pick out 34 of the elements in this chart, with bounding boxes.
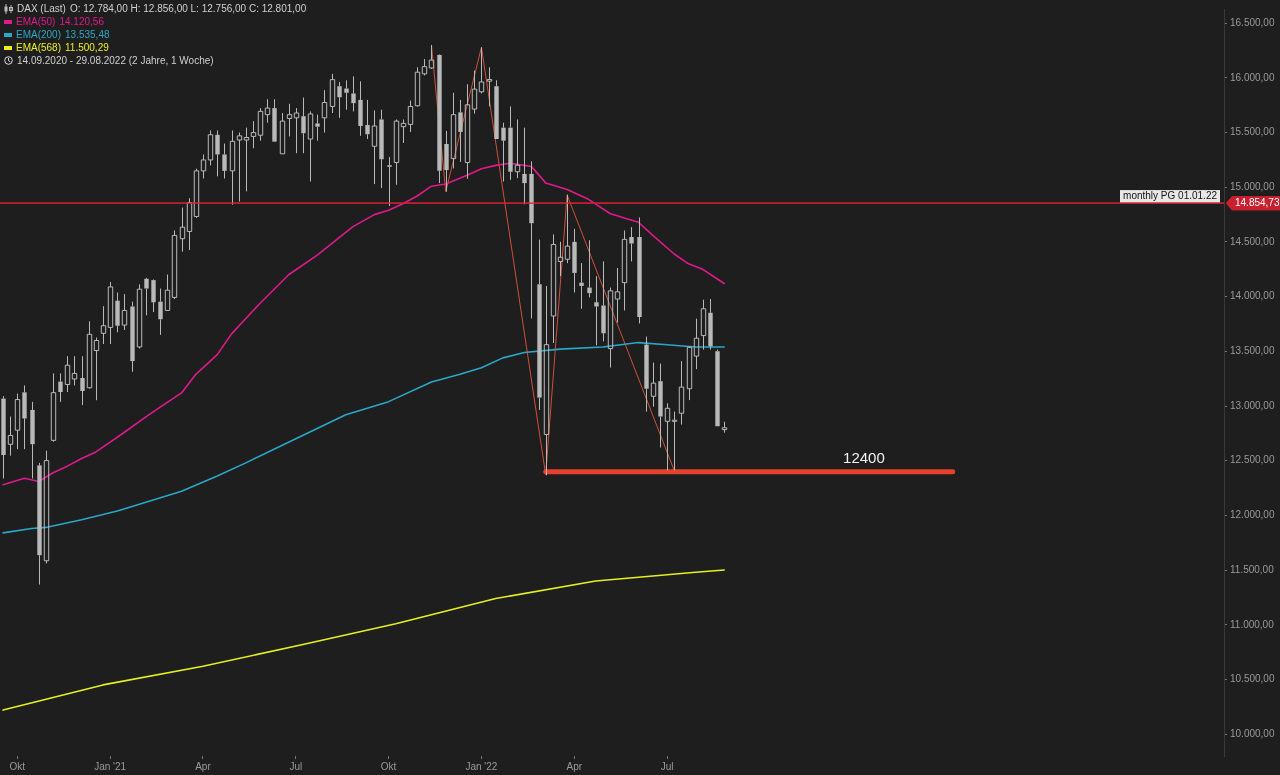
text: 14.854,73 xyxy=(1235,197,1280,209)
y-tick-label: 15.000,00 xyxy=(1230,181,1275,193)
y-tick-label: 14.500,00 xyxy=(1230,235,1275,247)
x-tick-label: Apr xyxy=(195,760,212,772)
ref-line-label: monthly PG 01.01.22 xyxy=(1123,190,1218,202)
y-tick-label: 10.500,00 xyxy=(1230,673,1275,685)
annotation: 13.535,48 xyxy=(65,28,110,41)
y-tick-label: 11.000,00 xyxy=(1230,618,1275,630)
x-tick-label: Jan '21 xyxy=(94,760,127,772)
y-tick-label: 13.500,00 xyxy=(1230,345,1275,357)
y-tick-label: 16.500,00 xyxy=(1230,16,1275,28)
x-tick-label: Jul xyxy=(289,760,303,772)
annotation: 12400 xyxy=(843,449,885,467)
x-tick-label: Jan '22 xyxy=(465,760,498,772)
x-tick-label: Jul xyxy=(660,760,674,772)
y-tick-label: 14.000,00 xyxy=(1230,290,1275,302)
x-tick-label: Okt xyxy=(9,760,26,772)
legend-label: EMA(50) xyxy=(16,15,56,28)
x-tick-label: Apr xyxy=(566,760,583,772)
legend-label: EMA(568) xyxy=(16,41,62,54)
legend-label: EMA(200) xyxy=(16,28,62,41)
y-tick-label: 13.000,00 xyxy=(1230,399,1275,411)
x-tick-label: Okt xyxy=(380,760,397,772)
y-tick-label: 16.000,00 xyxy=(1230,71,1275,83)
annotation: 14.120,56 xyxy=(59,15,104,28)
annotation: 14.09.2020 - 29.08.2022 (2 Jahre, 1 Woche) xyxy=(17,54,214,67)
chart-title: DAX (Last) xyxy=(17,2,66,15)
y-tick-label: 12.500,00 xyxy=(1230,454,1275,466)
y-tick-label: 10.000,00 xyxy=(1230,727,1275,739)
y-tick-label: 15.500,00 xyxy=(1230,126,1275,138)
y-tick-label: 12.000,00 xyxy=(1230,509,1275,521)
y-tick-label: 11.500,00 xyxy=(1230,563,1275,575)
annotation: 11.500,29 xyxy=(65,41,109,54)
chart-subtitle: O: 12.784,00 H: 12.856,00 L: 12.756,00 C: 12.801,00 xyxy=(69,2,307,15)
